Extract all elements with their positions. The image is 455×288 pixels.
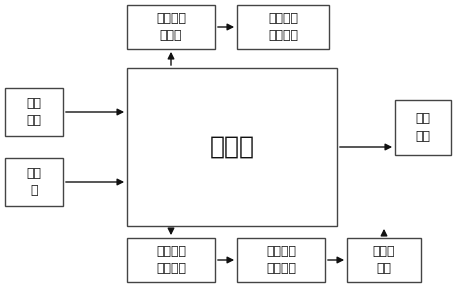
Bar [237,5,328,49]
Bar [237,238,324,282]
Bar [127,68,336,226]
Text: 伺服电机
驱动电路: 伺服电机 驱动电路 [156,245,186,275]
Text: 编码解
码器: 编码解 码器 [372,245,394,275]
Bar [394,100,450,155]
Text: 单片机: 单片机 [209,135,254,159]
Bar [5,158,63,206]
Bar [127,5,214,49]
Bar [5,88,63,136]
Text: 横向运动
步进电机: 横向运动 步进电机 [268,12,298,42]
Text: 纵向运动
伺服电机: 纵向运动 伺服电机 [265,245,295,275]
Text: 传感
器: 传感 器 [26,167,41,197]
Bar [346,238,420,282]
Text: 开关
按閔: 开关 按閔 [26,97,41,127]
Text: 步进电机
驱动器: 步进电机 驱动器 [156,12,186,42]
Bar [127,238,214,282]
Text: 显示
设备: 显示 设备 [415,113,430,143]
